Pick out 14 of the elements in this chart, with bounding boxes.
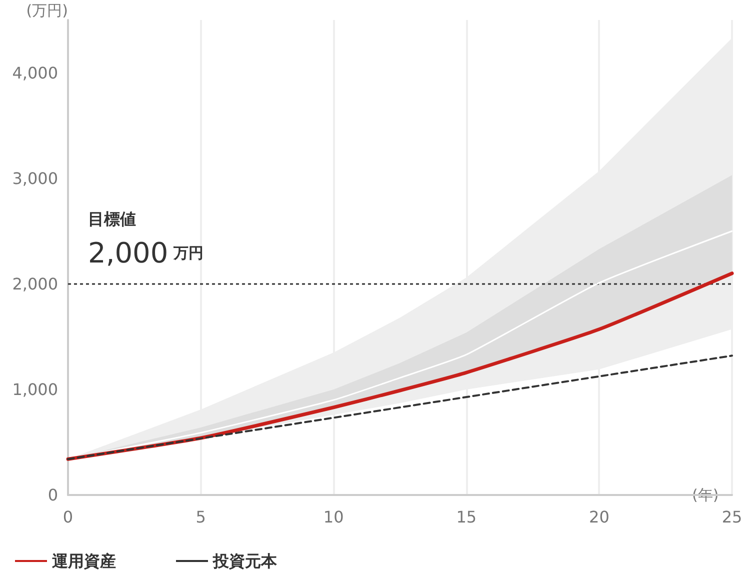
x-tick-label: 0 [62, 508, 74, 526]
legend-label: 運用資産 [51, 552, 116, 570]
y-axis-title: (万円) [26, 2, 68, 20]
y-tick-label: 2,000 [12, 274, 58, 294]
y-tick-label: 4,000 [12, 63, 58, 82]
x-tick-label: 15 [456, 508, 477, 526]
x-tick-label: 10 [323, 508, 344, 526]
y-tick-label: 0 [48, 486, 58, 504]
x-tick-label: 5 [196, 508, 206, 526]
x-tick-label: 20 [589, 508, 610, 526]
x-tick-label: 25 [722, 508, 742, 526]
legend-label: 投資元本 [212, 552, 278, 570]
y-tick-label: 3,000 [12, 168, 58, 188]
y-tick-label: 1,000 [12, 380, 58, 399]
